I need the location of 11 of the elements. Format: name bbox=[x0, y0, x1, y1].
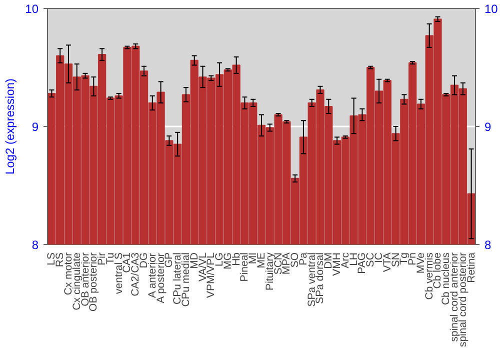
y-tick-label: 10 bbox=[25, 2, 39, 16]
y-axis-title: Log2 (expression) bbox=[3, 78, 18, 175]
y-tick-label: 9 bbox=[32, 120, 39, 134]
x-tick-label: A posterior bbox=[154, 252, 167, 304]
x-tick-label: OB posterior bbox=[88, 252, 100, 312]
y2-tick-label: 8 bbox=[484, 238, 492, 252]
x-tick-label: MVe bbox=[414, 252, 427, 274]
y2-tick-label: 10 bbox=[484, 2, 498, 16]
y-tick-label: 8 bbox=[32, 238, 39, 252]
x-tick-label: Tg bbox=[398, 252, 410, 265]
y2-tick-label: 9 bbox=[484, 120, 492, 134]
